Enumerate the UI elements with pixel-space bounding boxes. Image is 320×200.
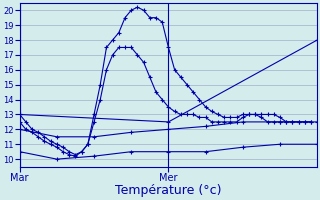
X-axis label: Température (°c): Température (°c) <box>115 184 222 197</box>
